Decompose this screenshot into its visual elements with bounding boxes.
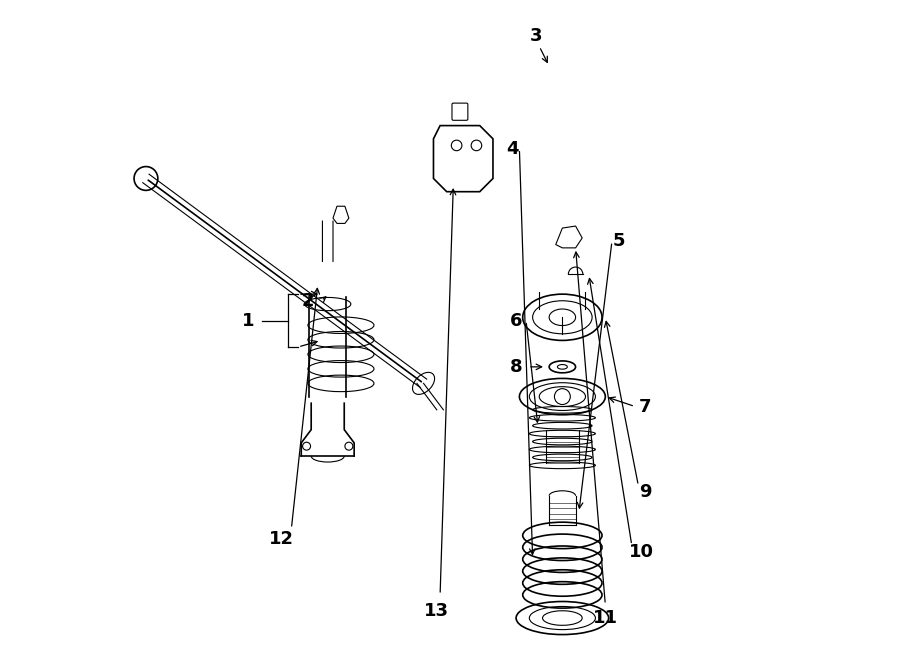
Text: 6: 6	[509, 311, 522, 330]
Text: 11: 11	[593, 609, 617, 627]
Text: 1: 1	[242, 311, 255, 330]
Text: 5: 5	[612, 232, 625, 251]
Text: 2: 2	[302, 292, 314, 310]
Text: 7: 7	[639, 397, 652, 416]
Text: 9: 9	[639, 483, 652, 502]
Text: 3: 3	[530, 27, 542, 46]
Text: 12: 12	[269, 529, 294, 548]
Text: 13: 13	[424, 602, 449, 621]
Text: 10: 10	[629, 543, 654, 561]
FancyArrowPatch shape	[148, 180, 421, 382]
Text: 4: 4	[507, 139, 519, 158]
Text: 8: 8	[509, 358, 522, 376]
